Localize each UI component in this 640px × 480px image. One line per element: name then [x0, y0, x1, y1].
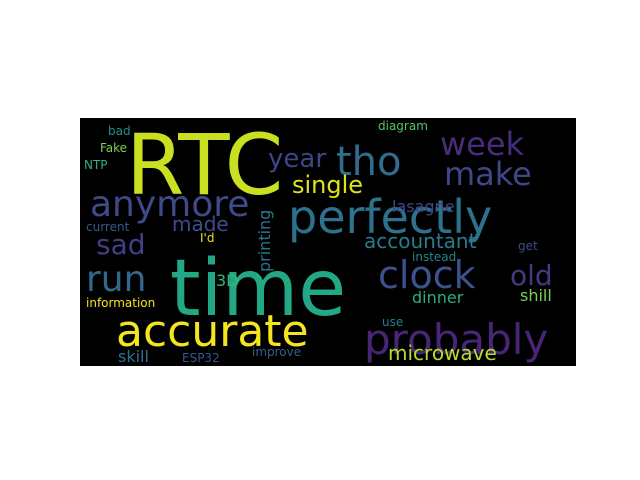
- word-printing: printing: [255, 210, 274, 272]
- word-accurate: accurate: [116, 306, 309, 357]
- word-perfectly: perfectly: [288, 190, 492, 244]
- word-rtc: RTC: [126, 118, 283, 214]
- word-run: run: [86, 259, 146, 300]
- word-microwave: microwave: [388, 341, 497, 365]
- word-get: get: [518, 239, 538, 253]
- word-3d: 3D: [216, 271, 239, 290]
- word-improve: improve: [252, 345, 301, 359]
- word-sad: sad: [96, 228, 146, 261]
- word-week: week: [440, 125, 525, 163]
- word-old: old: [510, 259, 553, 292]
- word-accountant: accountant: [364, 229, 477, 253]
- word-current: current: [86, 220, 130, 234]
- word-esp32: ESP32: [182, 351, 220, 365]
- word-shill: shill: [520, 286, 552, 305]
- word-diagram: diagram: [378, 119, 428, 133]
- word-cloud-background: [80, 118, 576, 366]
- word-fake: Fake: [100, 141, 127, 155]
- word-dinner: dinner: [412, 288, 464, 307]
- word-probably: probably: [364, 315, 548, 364]
- word-i-d: I'd: [200, 231, 214, 245]
- word-information: information: [86, 296, 155, 310]
- word-use: use: [382, 315, 403, 329]
- word-instead: instead: [412, 250, 456, 264]
- word-clock: clock: [378, 253, 476, 297]
- word-year: year: [268, 144, 326, 174]
- word-time: time: [170, 244, 346, 334]
- word-lasagne: lasagne: [392, 197, 455, 216]
- word-tho: tho: [336, 139, 402, 185]
- word-bad: bad: [108, 124, 131, 138]
- word-anymore: anymore: [90, 184, 249, 225]
- word-ntp: NTP: [84, 158, 108, 172]
- word-skill: skill: [118, 347, 149, 366]
- word-made: made: [172, 212, 229, 236]
- word-single: single: [292, 171, 363, 199]
- word-make: make: [444, 155, 532, 193]
